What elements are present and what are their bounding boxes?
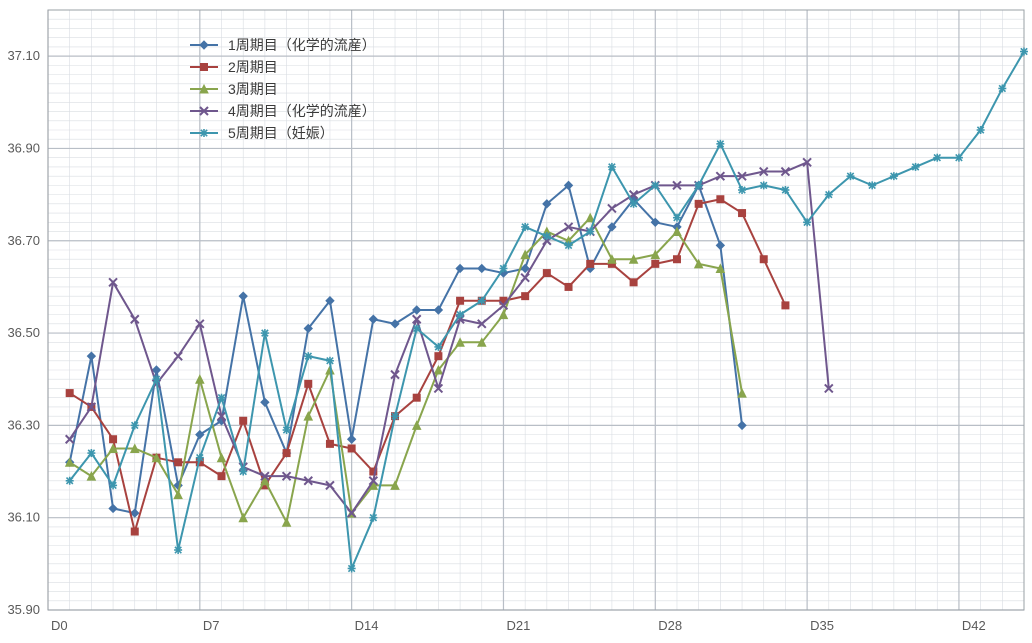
legend-label: 1周期目（化学的流産） [228, 37, 376, 53]
x-tick-label: D7 [203, 618, 220, 633]
legend-label: 4周期目（化学的流産） [228, 103, 376, 119]
x-tick-label: D35 [810, 618, 834, 633]
x-tick-label: D28 [658, 618, 682, 633]
y-tick-label: 35.90 [7, 602, 40, 617]
x-tick-label: D14 [355, 618, 379, 633]
x-tick-label: D0 [51, 618, 68, 633]
legend-label: 3周期目 [228, 81, 278, 97]
legend-label: 2周期目 [228, 59, 278, 75]
bbt-chart: 35.90 36.10 36.30 36.50 36.70 36.90 37.10 D0 D7 D… [0, 0, 1032, 643]
x-tick-label: D42 [962, 618, 986, 633]
y-tick-label: 37.10 [7, 48, 40, 63]
y-tick-label: 36.90 [7, 140, 40, 155]
chart-svg: 35.90 36.10 36.30 36.50 36.70 36.90 37.10 D0 D7 D… [0, 0, 1032, 643]
y-tick-label: 36.30 [7, 417, 40, 432]
y-tick-label: 36.70 [7, 233, 40, 248]
x-tick-label: D21 [506, 618, 530, 633]
y-tick-label: 36.10 [7, 510, 40, 525]
legend-label: 5周期目（妊娠） [228, 125, 334, 141]
y-tick-label: 36.50 [7, 325, 40, 340]
